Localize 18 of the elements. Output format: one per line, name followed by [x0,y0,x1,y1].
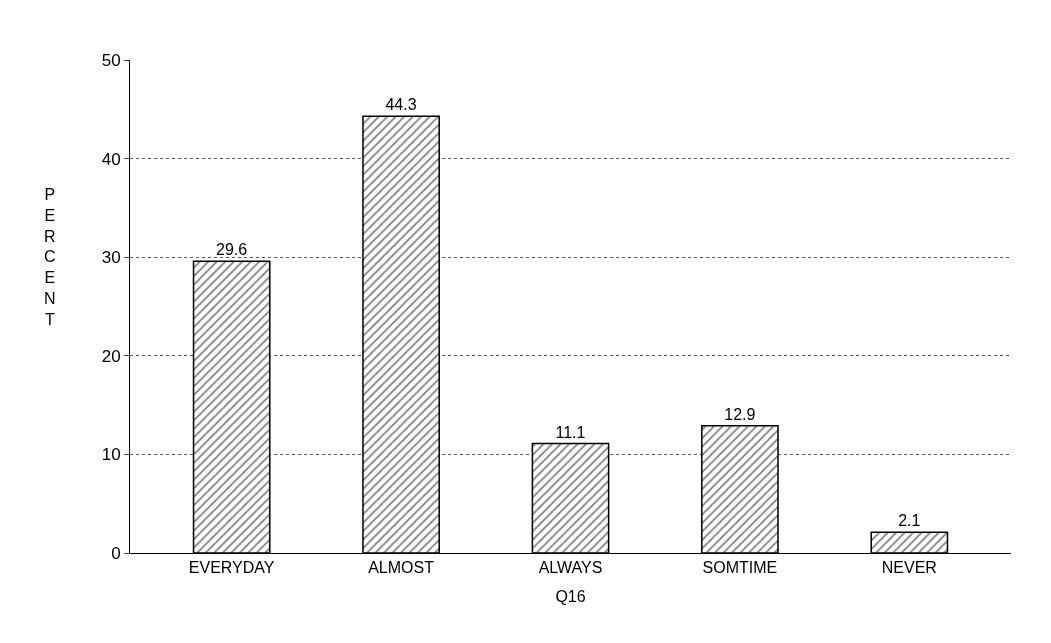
data-label: 11.1 [555,423,586,441]
y-axis-title: PERCENT [44,186,56,328]
y-tick-label: 30 [101,248,121,268]
y-tick-label: 20 [101,346,121,366]
x-tick-label: EVERYDAY [188,559,275,577]
y-tick-label: 0 [111,543,121,563]
data-label: 12.9 [724,405,756,423]
data-label: 29.6 [216,241,248,259]
x-axis-title: Q16 [555,587,586,605]
data-label: 2.1 [898,512,921,530]
x-tick-label: SOMTIME [702,559,778,577]
y-tick-label: 40 [101,149,121,169]
y-tick-label: 50 [101,50,121,70]
data-label: 44.3 [385,96,417,114]
x-tick-label: NEVER [881,559,937,577]
y-tick-label: 10 [101,445,121,465]
x-tick-label: ALWAYS [538,559,603,577]
x-tick-label: ALMOST [368,559,435,577]
